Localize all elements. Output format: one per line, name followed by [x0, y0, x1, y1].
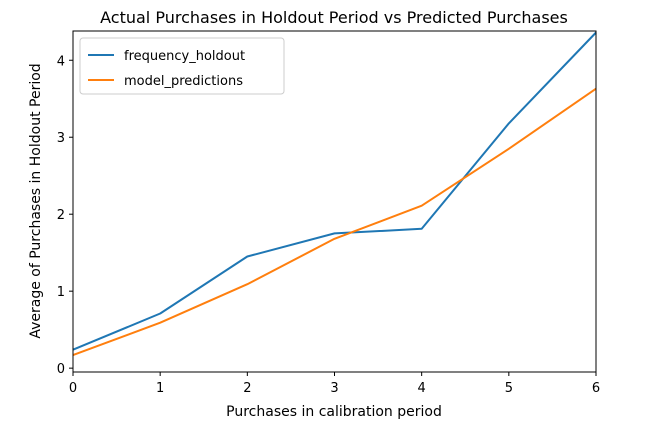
series-lines [72, 31, 597, 357]
x-tick-label: 3 [330, 381, 338, 396]
legend-box [79, 37, 285, 95]
x-tick-label: 0 [69, 381, 77, 396]
y-axis-ticks: 0 1 2 3 4 [57, 54, 73, 377]
y-tick-label: 1 [57, 285, 65, 300]
y-tick-label: 3 [57, 131, 65, 146]
y-tick-label: 0 [57, 362, 65, 377]
legend-label-model-predictions: model_predictions [124, 74, 243, 89]
series-line-frequency-holdout [72, 31, 597, 351]
x-axis-label: Purchases in calibration period [226, 404, 442, 420]
series-line-model-predictions [72, 87, 597, 357]
legend-label-frequency-holdout: frequency_holdout [124, 49, 245, 64]
x-tick-label: 5 [505, 381, 513, 396]
x-tick-label: 2 [243, 381, 251, 396]
y-axis-label: Average of Purchases in Holdout Period [28, 63, 44, 338]
y-tick-label: 2 [57, 208, 65, 223]
x-tick-label: 1 [156, 381, 164, 396]
x-tick-label: 6 [592, 381, 600, 396]
legend: frequency_holdout model_predictions [79, 37, 285, 95]
chart-title: Actual Purchases in Holdout Period vs Pr… [100, 8, 568, 27]
x-axis-ticks: 0 1 2 3 4 5 6 [69, 372, 600, 396]
y-tick-label: 4 [57, 54, 65, 69]
x-tick-label: 4 [418, 381, 426, 396]
